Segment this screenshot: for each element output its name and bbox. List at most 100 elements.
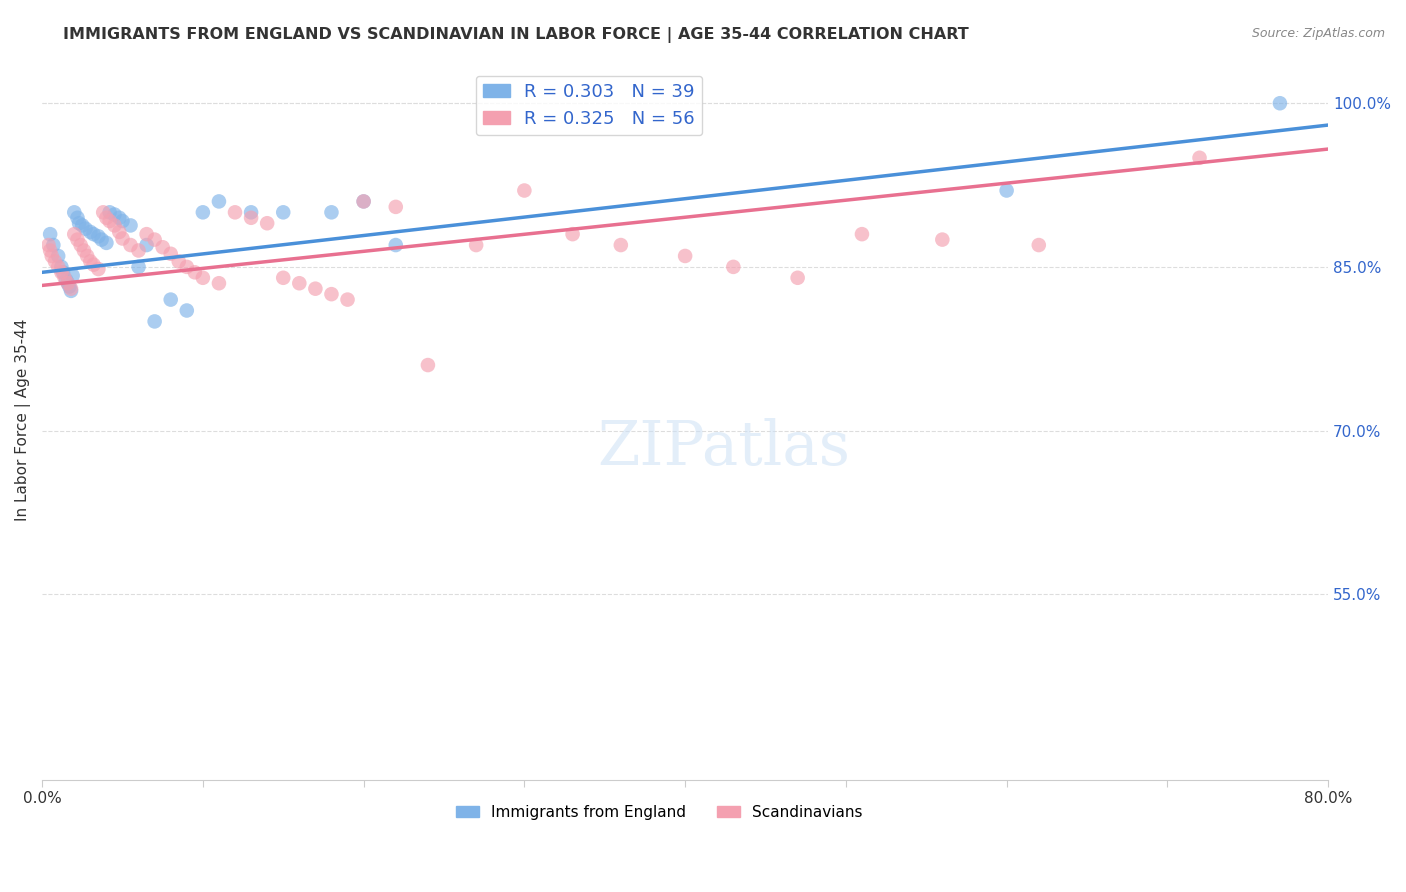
Point <box>152 240 174 254</box>
Point <box>108 225 131 239</box>
Point <box>72 219 94 233</box>
Point <box>1188 151 1211 165</box>
Point <box>513 184 536 198</box>
Point <box>63 227 86 241</box>
Point <box>673 249 696 263</box>
Point <box>79 254 101 268</box>
Point <box>91 205 114 219</box>
Text: IMMIGRANTS FROM ENGLAND VS SCANDINAVIAN IN LABOR FORCE | AGE 35-44 CORRELATION C: IMMIGRANTS FROM ENGLAND VS SCANDINAVIAN … <box>63 27 969 43</box>
Point <box>271 270 294 285</box>
Point <box>111 231 134 245</box>
Point <box>41 249 63 263</box>
Point <box>321 205 343 219</box>
Point <box>851 227 873 241</box>
Point <box>143 233 166 247</box>
Point <box>931 233 953 247</box>
Point <box>66 233 89 247</box>
Point <box>103 219 125 233</box>
Point <box>44 254 66 268</box>
Point <box>46 260 69 274</box>
Point <box>128 244 150 258</box>
Point <box>67 216 90 230</box>
Point <box>62 268 84 283</box>
Point <box>98 214 121 228</box>
Point <box>56 277 79 291</box>
Point <box>176 260 198 274</box>
Point <box>135 238 157 252</box>
Point <box>53 270 76 285</box>
Point <box>69 238 91 252</box>
Point <box>384 200 406 214</box>
Point <box>191 270 214 285</box>
Point <box>1268 96 1291 111</box>
Point <box>288 277 311 291</box>
Point <box>75 221 97 235</box>
Point <box>60 284 83 298</box>
Point <box>353 194 375 209</box>
Point <box>176 303 198 318</box>
Point <box>723 260 745 274</box>
Point <box>128 260 150 274</box>
Point <box>256 216 278 230</box>
Point <box>60 282 83 296</box>
Point <box>66 211 89 225</box>
Point <box>87 262 110 277</box>
Point <box>90 233 112 247</box>
Point <box>304 282 326 296</box>
Point <box>83 258 105 272</box>
Point <box>103 207 125 221</box>
Point <box>353 194 375 209</box>
Point <box>42 238 65 252</box>
Point <box>46 249 69 263</box>
Point <box>51 260 73 274</box>
Point <box>58 279 80 293</box>
Point <box>135 227 157 241</box>
Point <box>159 293 181 307</box>
Point <box>240 211 263 225</box>
Point <box>96 211 118 225</box>
Point <box>610 238 633 252</box>
Point <box>56 277 79 291</box>
Point <box>63 205 86 219</box>
Point <box>416 358 439 372</box>
Point <box>191 205 214 219</box>
Point <box>55 273 77 287</box>
Point <box>184 265 207 279</box>
Point <box>167 254 190 268</box>
Point <box>52 265 75 279</box>
Point <box>786 270 808 285</box>
Point <box>96 235 118 250</box>
Point <box>208 277 231 291</box>
Point <box>38 238 60 252</box>
Point <box>108 211 131 225</box>
Text: ZIPatlas: ZIPatlas <box>598 418 851 478</box>
Point <box>336 293 359 307</box>
Point <box>321 287 343 301</box>
Point <box>159 247 181 261</box>
Legend: Immigrants from England, Scandinavians: Immigrants from England, Scandinavians <box>450 798 869 826</box>
Point <box>120 238 142 252</box>
Point <box>98 205 121 219</box>
Point <box>995 184 1018 198</box>
Point <box>224 205 246 219</box>
Point <box>79 225 101 239</box>
Point <box>111 214 134 228</box>
Point <box>465 238 488 252</box>
Point <box>208 194 231 209</box>
Y-axis label: In Labor Force | Age 35-44: In Labor Force | Age 35-44 <box>15 318 31 521</box>
Point <box>76 249 98 263</box>
Point <box>87 229 110 244</box>
Point <box>51 265 73 279</box>
Point <box>39 244 62 258</box>
Point <box>384 238 406 252</box>
Point <box>73 244 96 258</box>
Text: Source: ZipAtlas.com: Source: ZipAtlas.com <box>1251 27 1385 40</box>
Point <box>39 227 62 241</box>
Point <box>240 205 263 219</box>
Point <box>561 227 583 241</box>
Point <box>83 227 105 241</box>
Point <box>120 219 142 233</box>
Point <box>271 205 294 219</box>
Point <box>143 314 166 328</box>
Point <box>1028 238 1050 252</box>
